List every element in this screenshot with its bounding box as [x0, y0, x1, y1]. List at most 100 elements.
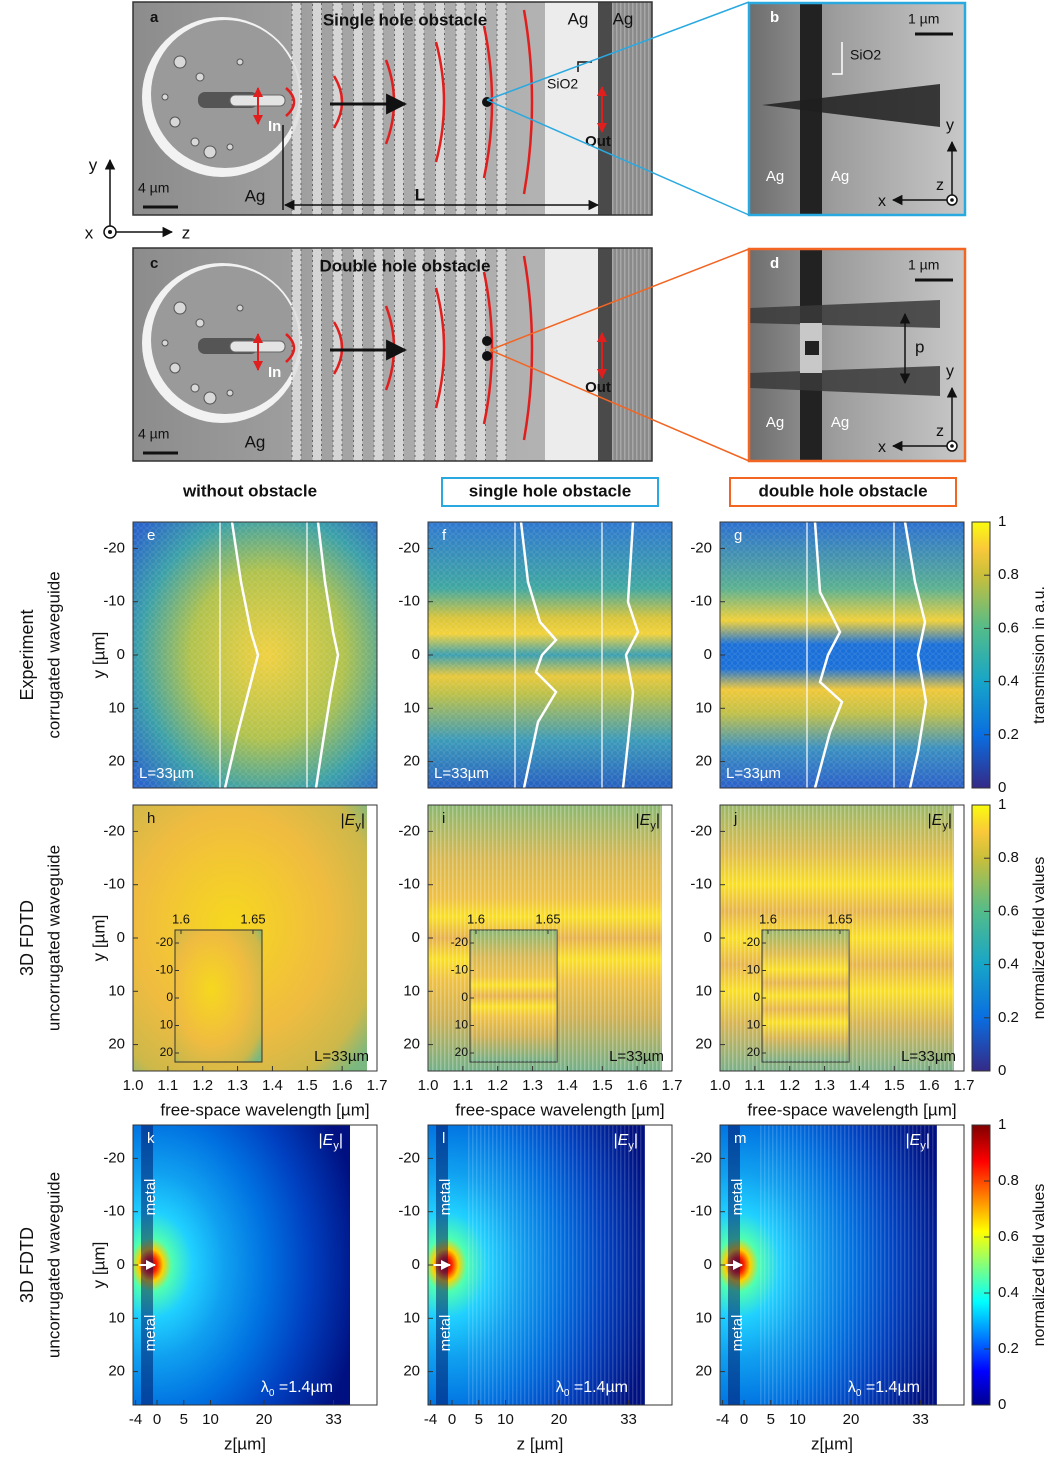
x-tick-label: 1.6	[919, 1077, 940, 1094]
inset-y-tick-label: 10	[747, 1018, 761, 1032]
inset-y-tick-label: 10	[455, 1018, 469, 1032]
y-tick-label: -10	[103, 593, 125, 610]
x-tick-label: 1.4	[262, 1077, 283, 1094]
hole	[482, 351, 492, 361]
axis-label: x	[85, 223, 94, 242]
x-tick-label: 1.0	[123, 1077, 144, 1094]
x-tick-label: 1.2	[487, 1077, 508, 1094]
inset-y-tick-label: 20	[160, 1045, 174, 1059]
material-label: Ag	[831, 168, 849, 185]
wavelength-value: =1.4µm	[274, 1379, 333, 1396]
axis-dot	[108, 230, 112, 234]
y-tick-label: -10	[103, 876, 125, 893]
x-axis-label: free-space wavelength [µm]	[160, 1100, 369, 1119]
panel-label: j	[733, 810, 737, 827]
x-axis-label: free-space wavelength [µm]	[455, 1100, 664, 1119]
inset-map	[175, 930, 262, 1062]
field-bar: |	[948, 812, 952, 829]
particle	[227, 144, 233, 150]
x-tick-label: 1.3	[814, 1077, 835, 1094]
x-axis-label: z[µm]	[224, 1434, 266, 1453]
panel-title: Single hole obstacle	[323, 10, 487, 29]
panel-label: l	[442, 1130, 445, 1147]
field-bar: |	[634, 1132, 638, 1149]
y-tick-label: -10	[690, 876, 712, 893]
x-tick-label: 1.5	[884, 1077, 905, 1094]
panel-label: d	[770, 255, 779, 272]
particle	[170, 117, 180, 127]
y-tick-label: 20	[403, 1036, 420, 1053]
empty-region	[662, 805, 672, 1071]
colorbar-tick-label: 0	[998, 779, 1006, 796]
y-axis-label: y [µm]	[89, 915, 108, 962]
material-label: Ag	[766, 414, 784, 431]
material-label: Ag	[831, 414, 849, 431]
field-bar: |	[339, 1132, 343, 1149]
length-label: L=33µm	[609, 1048, 664, 1065]
metal-label: metal	[142, 1179, 159, 1216]
particle	[204, 392, 216, 404]
colorbar-tick-label: 0.8	[998, 1172, 1019, 1189]
colorbar-tick-label: 0.4	[998, 1284, 1019, 1301]
material-label: Ag	[613, 9, 634, 28]
empty-region	[937, 1125, 964, 1405]
y-tick-label: 0	[704, 646, 712, 663]
field-symbol: E	[640, 812, 651, 829]
x-axis-label: free-space wavelength [µm]	[747, 1100, 956, 1119]
particle	[191, 138, 199, 146]
panel-label: b	[770, 9, 779, 26]
scale-label: 1 µm	[908, 257, 939, 273]
material-label: SiO2	[547, 76, 578, 92]
y-tick-label: 10	[108, 699, 125, 716]
material-label: SiO2	[850, 47, 881, 63]
input-label: In	[268, 118, 281, 135]
x-tick-label: 1.6	[332, 1077, 353, 1094]
x-tick-label: 1.0	[710, 1077, 731, 1094]
inset-y-tick-label: 20	[455, 1045, 469, 1059]
x-tick-label: 20	[843, 1411, 860, 1428]
x-tick-label: 1.7	[954, 1077, 975, 1094]
y-tick-label: 0	[412, 929, 420, 946]
corrugation	[395, 248, 404, 461]
x-tick-label: 1.0	[418, 1077, 439, 1094]
row-subtitle: uncorrugated waveguide	[44, 845, 63, 1031]
inset-x-tick-label: 1.65	[240, 911, 265, 926]
field-label: |Ey|	[636, 812, 660, 832]
y-tick-label: 10	[108, 982, 125, 999]
panel-label: h	[147, 810, 155, 827]
field-symbol: E	[932, 812, 943, 829]
corrugation	[313, 2, 322, 215]
length-label: L=33µm	[434, 765, 489, 782]
y-tick-label: -20	[398, 1149, 420, 1166]
x-axis-label: z[µm]	[811, 1434, 853, 1453]
heatmap-texture	[760, 1125, 937, 1405]
wavelength-symbol: λ	[848, 1379, 856, 1396]
bright-region	[545, 248, 599, 461]
colorbar-tick-label: 0.6	[998, 902, 1019, 919]
inset-texture	[470, 930, 557, 1062]
panel-label: a	[150, 9, 159, 26]
inset-x-tick-label: 1.6	[172, 911, 190, 926]
x-tick-label: 33	[620, 1411, 637, 1428]
row-subtitle: corrugated waveguide	[44, 571, 63, 738]
x-tick-label: 5	[475, 1411, 483, 1428]
colorbar-tick-label: 0.4	[998, 673, 1019, 690]
x-tick-label: 0	[448, 1411, 456, 1428]
column-title: single hole obstacle	[469, 481, 632, 500]
heatmap-texture	[468, 1125, 645, 1405]
particle	[227, 390, 233, 396]
colorbar-tick-label: 0.8	[998, 849, 1019, 866]
x-tick-label: 0	[153, 1411, 161, 1428]
edge-dark	[598, 2, 612, 215]
y-tick-label: -20	[690, 539, 712, 556]
y-tick-label: -20	[103, 822, 125, 839]
sem-image	[133, 248, 652, 461]
heatmap	[133, 1125, 350, 1405]
colorbar-tick-label: 0.6	[998, 1228, 1019, 1245]
field-label: |Ey|	[319, 1132, 343, 1152]
y-tick-label: -20	[103, 539, 125, 556]
axis-label: z	[936, 423, 944, 440]
corrugation	[395, 2, 404, 215]
x-tick-label: 1.2	[779, 1077, 800, 1094]
field-label: |Ey|	[906, 1132, 930, 1152]
